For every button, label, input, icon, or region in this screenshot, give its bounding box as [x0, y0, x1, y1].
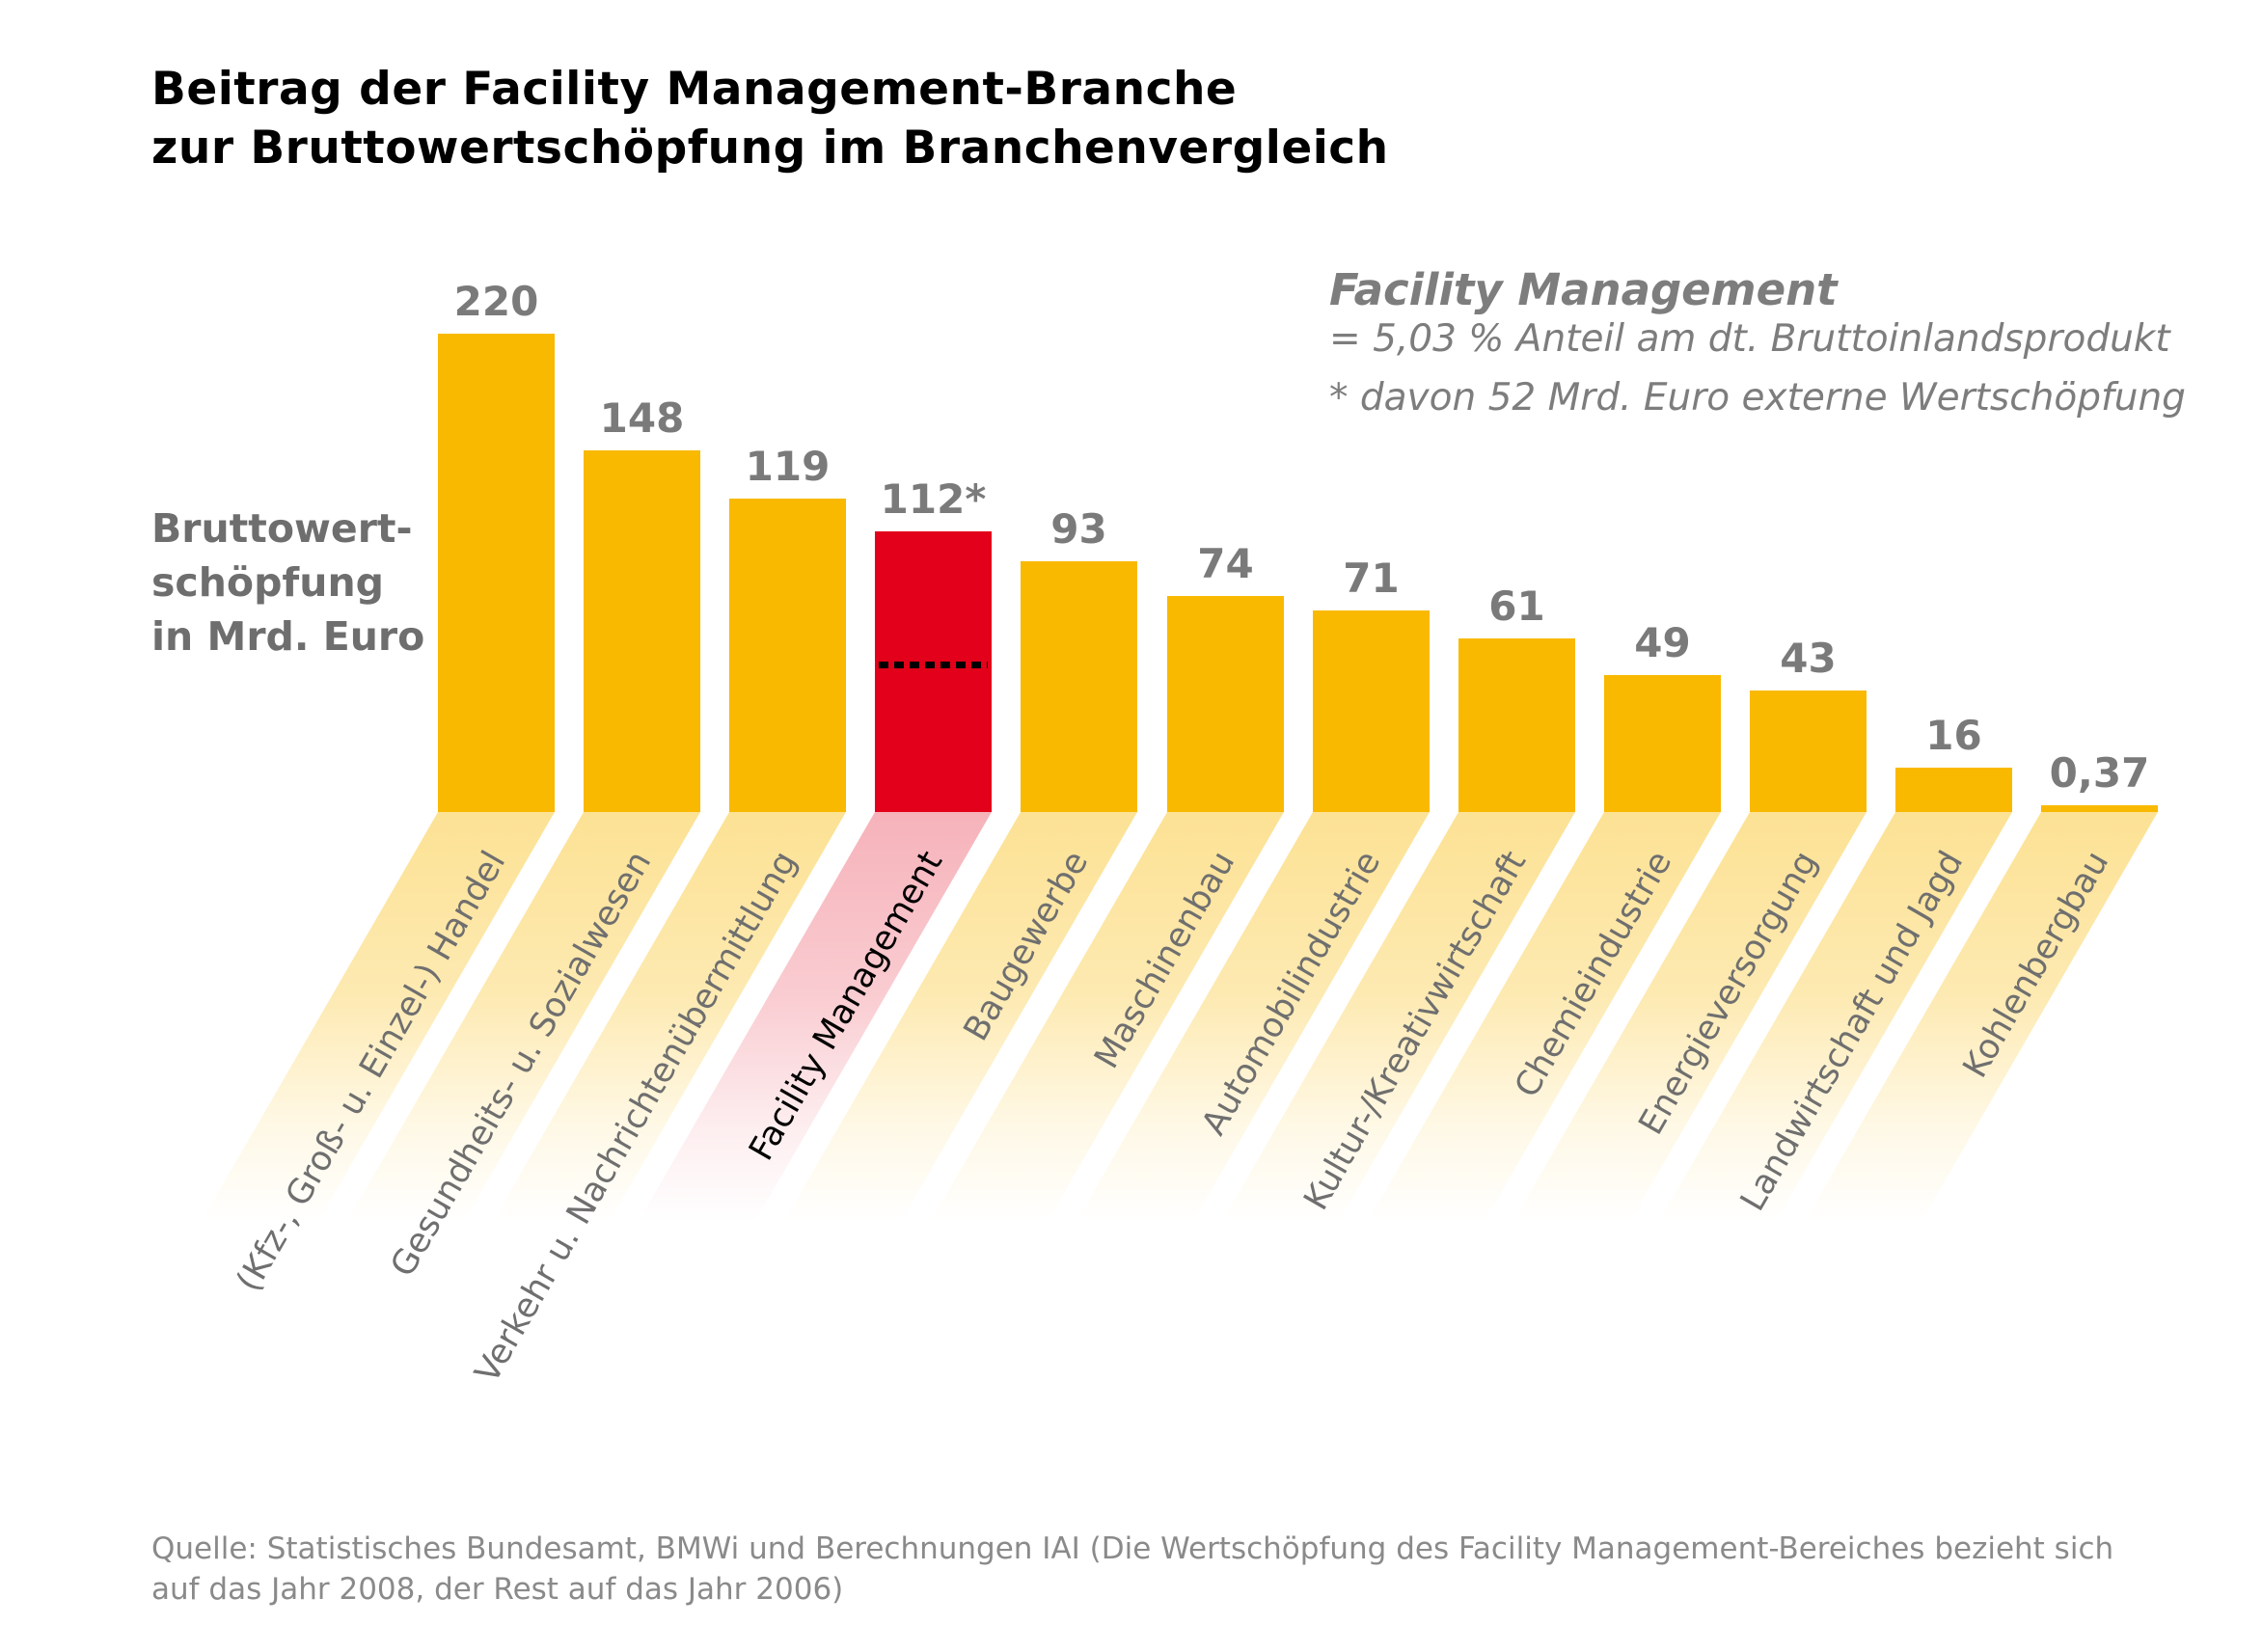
bar	[729, 499, 846, 812]
y-axis-label-line-3: in Mrd. Euro	[151, 613, 425, 660]
annotation-heading: Facility Management	[1329, 264, 1838, 315]
page-title: Beitrag der Facility Management-Branche …	[151, 60, 1389, 177]
annotation-external-value: * davon 52 Mrd. Euro externe Wertschöpfu…	[1329, 376, 2186, 420]
bar	[1750, 691, 1867, 812]
bar-value-label: 74	[1197, 540, 1254, 587]
bar-value-label: 49	[1634, 619, 1691, 666]
source-note: Quelle: Statistisches Bundesamt, BMWi un…	[151, 1529, 2113, 1610]
y-axis-label-line-1: Bruttowert-	[151, 505, 413, 552]
y-axis-label: Bruttowert- schöpfung in Mrd. Euro	[151, 501, 424, 664]
bar-value-label: 0,37	[2049, 749, 2150, 797]
bar	[1313, 610, 1430, 812]
bar-value-label: 16	[1925, 712, 1982, 759]
bar	[438, 334, 555, 812]
external-value-marker	[879, 662, 988, 668]
bar-value-label: 119	[745, 443, 831, 490]
bar	[1021, 561, 1137, 812]
source-note-line-1: Quelle: Statistisches Bundesamt, BMWi un…	[151, 1531, 2114, 1566]
page-title-line-2: zur Bruttowertschöpfung im Branchenvergl…	[151, 122, 1389, 175]
bar-value-label: 61	[1488, 582, 1545, 630]
page-title-line-1: Beitrag der Facility Management-Branche	[151, 63, 1238, 116]
bar	[1895, 768, 2012, 812]
y-axis-label-line-2: schöpfung	[151, 559, 384, 606]
bar	[1458, 638, 1575, 812]
bar-highlight	[875, 531, 992, 812]
bar-value-label: 93	[1050, 505, 1107, 553]
bar	[2041, 805, 2158, 812]
bar	[1604, 675, 1721, 812]
source-note-line-2: auf das Jahr 2008, der Rest auf das Jahr…	[151, 1572, 844, 1607]
bar-value-label: 220	[453, 278, 539, 325]
bar-value-label: 148	[599, 394, 685, 442]
bar-value-label: 71	[1343, 555, 1400, 602]
bar-value-label: 43	[1780, 635, 1837, 682]
annotation-gdp-share: = 5,03 % Anteil am dt. Bruttoinlandsprod…	[1329, 317, 2170, 361]
bar-value-label: 112*	[880, 475, 987, 523]
bar	[1167, 596, 1284, 812]
bar	[584, 450, 700, 812]
